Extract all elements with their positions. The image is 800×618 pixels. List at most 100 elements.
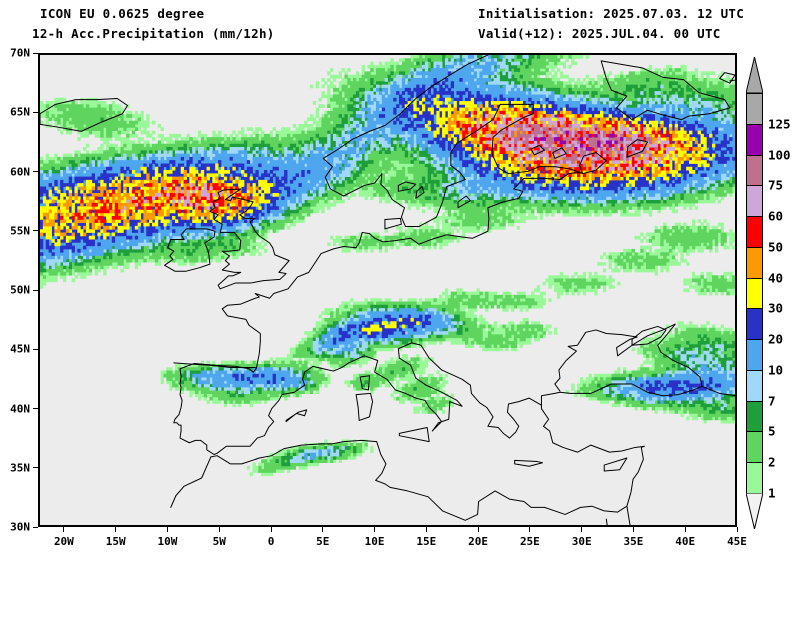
y-tick-mark <box>33 526 38 528</box>
colorbar-band-7 <box>746 369 763 401</box>
x-tick-label-0: 0 <box>267 535 275 548</box>
x-tick-label-20e: 20E <box>468 535 489 548</box>
coastline-segment <box>164 228 216 272</box>
coastline-segment <box>173 362 350 455</box>
y-tick-mark <box>33 348 38 350</box>
precipitation-map <box>40 55 735 525</box>
colorbar-band-10 <box>746 339 763 370</box>
colorbar-band-40 <box>746 246 763 278</box>
colorbar-band-100 <box>746 123 763 155</box>
colorbar-band-20 <box>746 308 763 340</box>
x-tick-label-10w: 10W <box>157 535 178 548</box>
x-tick-mark <box>425 527 427 532</box>
precip-band-60 <box>120 114 679 214</box>
x-tick-label-15e: 15E <box>416 535 437 548</box>
coastline-segment <box>552 147 567 159</box>
x-tick-label-15w: 15W <box>105 535 126 548</box>
coastline-segment <box>603 457 628 472</box>
y-tick-label-35n: 35N <box>10 461 30 475</box>
y-tick-mark <box>33 171 38 172</box>
y-tick-mark <box>33 289 38 291</box>
coastline-segment <box>530 144 546 156</box>
coastline-segment <box>355 392 374 421</box>
x-tick-label-45e: 45E <box>727 535 747 548</box>
x-tick-label-5w: 5W <box>212 535 226 548</box>
header-model-line: ICON EU 0.0625 degree <box>40 6 205 21</box>
x-tick-mark <box>218 527 220 532</box>
colorbar-label-50: 50 <box>768 239 784 255</box>
y-tick-mark <box>33 230 38 232</box>
colorbar-label-30: 30 <box>768 300 784 316</box>
precip-band-10 <box>40 55 735 460</box>
y-tick-label-30n: 30N <box>10 520 30 534</box>
colorbar-band-125 <box>746 93 763 124</box>
colorbar-label-40: 40 <box>768 270 784 286</box>
colorbar-label-1: 1 <box>768 485 776 501</box>
coastline-layer <box>40 55 735 525</box>
x-tick-mark <box>166 527 168 532</box>
x-tick-label-20w: 20W <box>53 535 74 548</box>
colorbar-over-arrow <box>745 56 764 94</box>
precipitation-layer <box>40 55 735 477</box>
coastline-segment <box>631 325 667 346</box>
header-init-line: Initialisation: 2025.07.03. 12 UTC <box>478 6 745 21</box>
colorbar-label-75: 75 <box>768 177 784 193</box>
coastline-segment <box>221 55 585 370</box>
colorbar-label-125: 125 <box>768 116 791 132</box>
y-tick-label-55n: 55N <box>10 224 30 238</box>
coastline-segment <box>348 338 463 432</box>
coastline-segment <box>40 97 129 132</box>
colorbar-band-2 <box>746 431 763 463</box>
colorbar-label-7: 7 <box>768 393 776 409</box>
header-valid-line: Valid(+12): 2025.JUL.04. 00 UTC <box>478 26 721 41</box>
coastline-segment <box>605 505 631 525</box>
coastline-segment <box>209 188 290 290</box>
y-tick-mark <box>33 408 38 409</box>
coastline-segment <box>626 139 648 158</box>
colorbar-band-50 <box>746 216 763 247</box>
x-tick-mark <box>581 527 583 532</box>
coastline-segment <box>384 217 402 230</box>
y-tick-label-40n: 40N <box>10 402 30 415</box>
x-tick-label-25e: 25E <box>519 535 540 548</box>
y-tick-mark <box>33 52 38 54</box>
coastline-segment <box>701 385 735 397</box>
x-tick-label-40e: 40E <box>675 535 696 548</box>
colorbar-label-20: 20 <box>768 331 784 347</box>
coastline-segment <box>285 409 308 423</box>
colorbar-band-30 <box>746 277 763 309</box>
colorbar-label-10: 10 <box>768 362 784 378</box>
x-tick-label-10e: 10E <box>364 535 385 548</box>
x-tick-label-5e: 5E <box>316 535 330 548</box>
coastline-segment <box>359 375 370 391</box>
precip-band-1 <box>40 55 735 477</box>
x-tick-mark <box>115 527 117 532</box>
x-tick-mark <box>374 527 376 532</box>
colorbar-label-60: 60 <box>768 208 784 224</box>
colorbar-band-60 <box>746 185 763 217</box>
x-tick-mark <box>477 527 479 532</box>
coastline-segment <box>398 426 430 443</box>
precip-band-20 <box>40 71 735 398</box>
coastline-segment <box>579 152 607 175</box>
map-plot-area <box>38 53 737 527</box>
x-tick-mark <box>63 527 65 532</box>
coastline-segment <box>411 323 703 439</box>
colorbar: 1 2 5 7 10 20 30 40 50 60 75 100 125 <box>745 56 791 530</box>
coastline-segment <box>415 186 425 199</box>
header-field-line: 12-h Acc.Precipitation (mm/12h) <box>32 26 275 41</box>
y-tick-label-70n: 70N <box>10 46 30 60</box>
y-tick-mark <box>33 467 38 469</box>
coastline-segment <box>719 72 735 84</box>
colorbar-band-75 <box>746 154 763 186</box>
y-tick-label-50n: 50N <box>10 283 30 297</box>
colorbar-band-5 <box>746 400 763 432</box>
y-tick-mark <box>33 111 38 113</box>
coastline-segment <box>457 195 471 209</box>
x-tick-mark <box>529 527 531 532</box>
colorbar-band-1 <box>746 462 763 493</box>
x-tick-mark <box>322 527 324 532</box>
x-tick-mark <box>736 527 738 532</box>
y-tick-label-45n: 45N <box>10 342 30 356</box>
colorbar-under-arrow <box>745 492 764 530</box>
